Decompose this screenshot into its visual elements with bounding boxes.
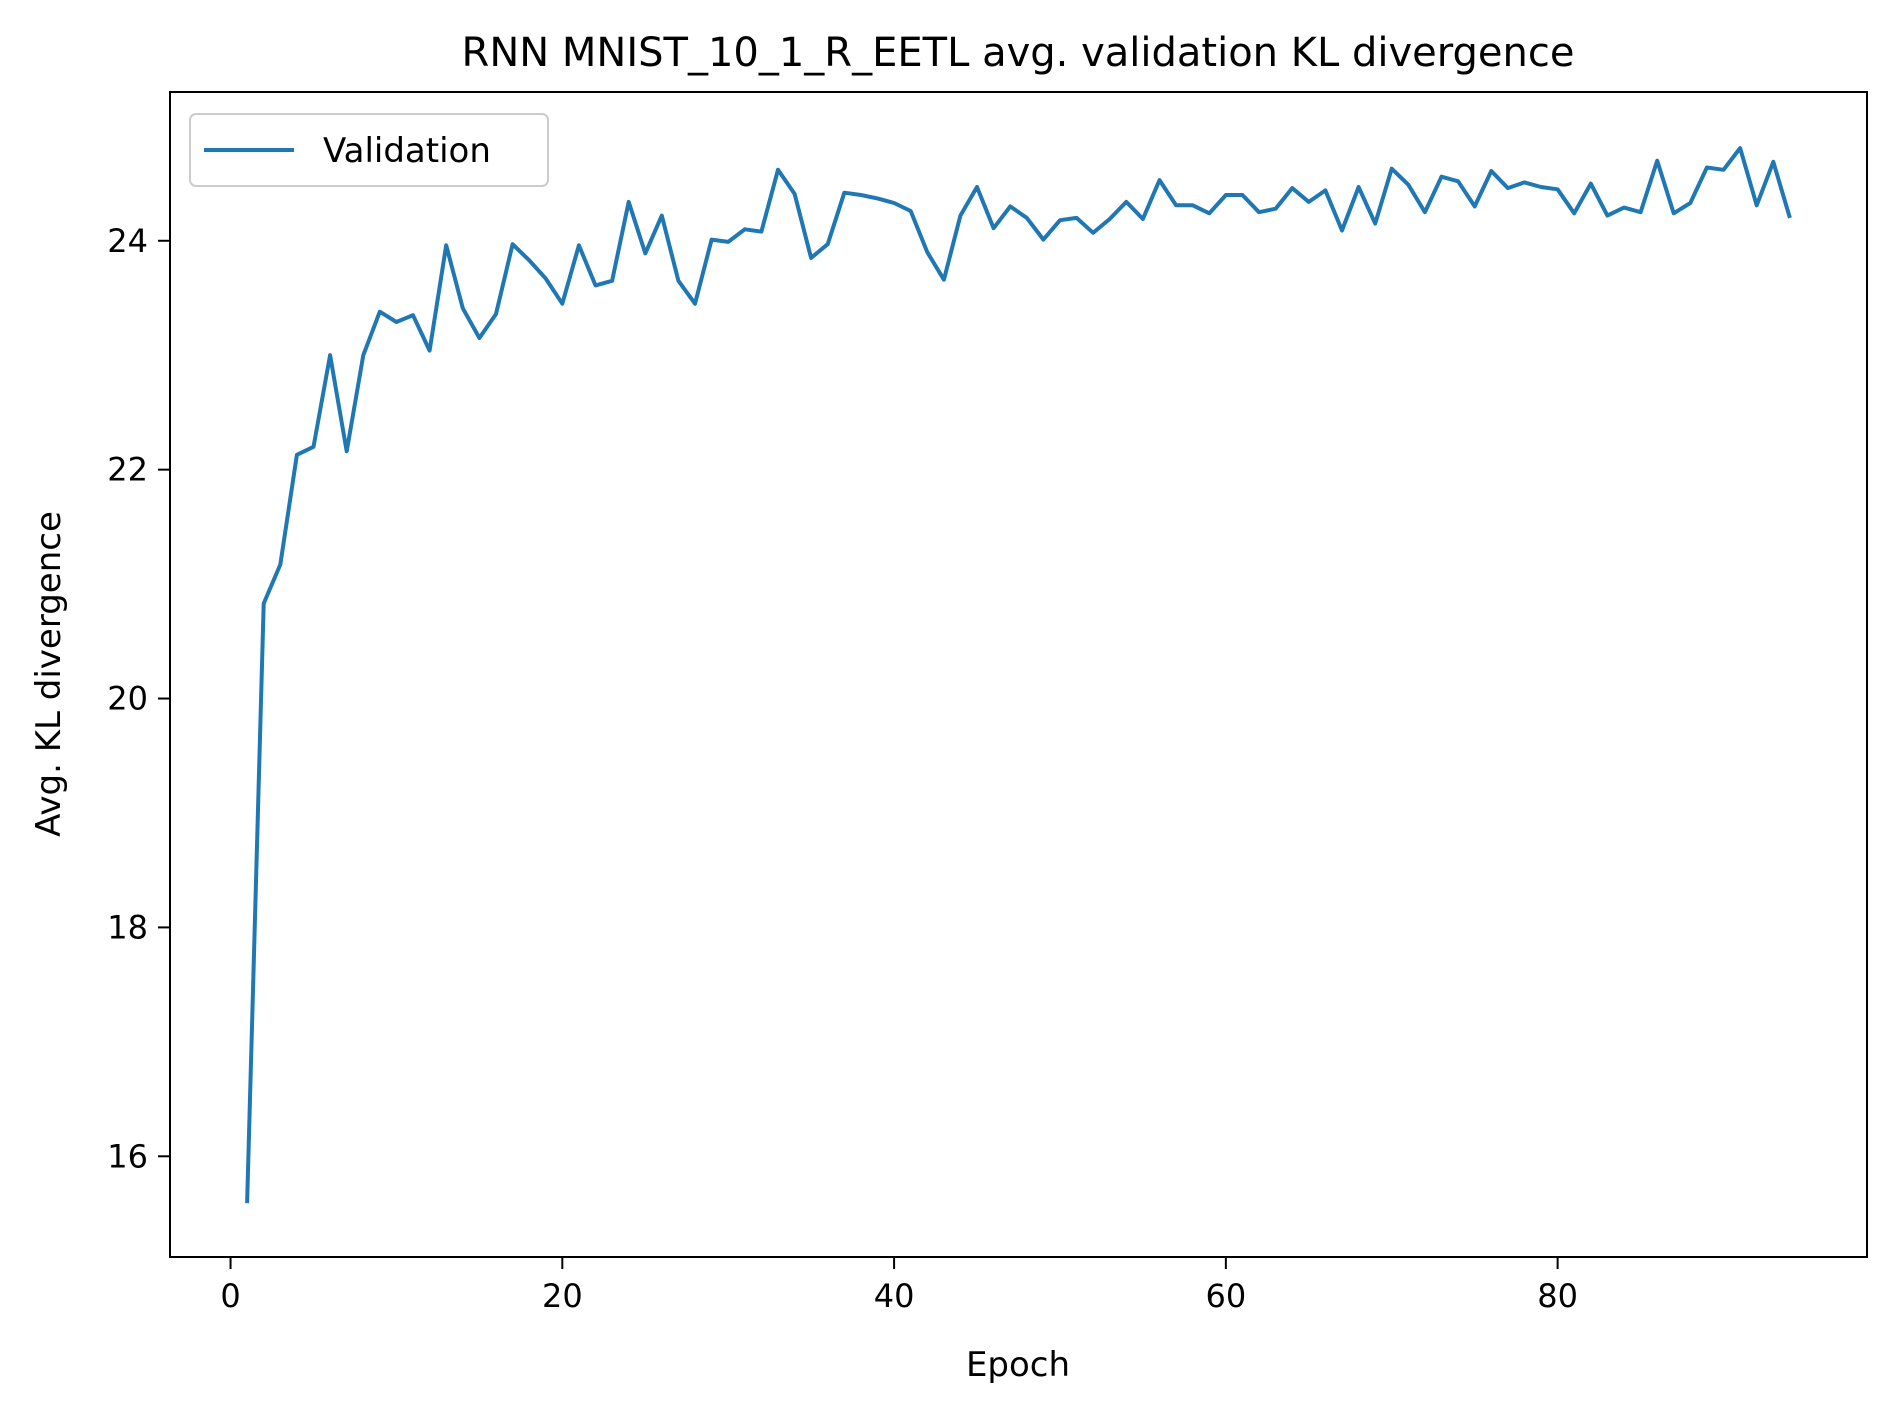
y-tick-label: 16 bbox=[107, 1137, 148, 1175]
x-axis-label: Epoch bbox=[966, 1345, 1070, 1385]
y-tick-label: 22 bbox=[107, 451, 148, 489]
y-tick-label: 20 bbox=[107, 680, 148, 718]
x-tick-label: 0 bbox=[220, 1277, 240, 1315]
y-tick-label: 18 bbox=[107, 908, 148, 946]
plot-area: 0 20 40 60 80 16 18 20 22 24 bbox=[107, 91, 1868, 1315]
y-axis-ticks: 16 18 20 22 24 bbox=[107, 222, 170, 1175]
series-line-validation bbox=[245, 146, 1792, 1204]
series-layer bbox=[245, 146, 1792, 1204]
x-tick-label: 80 bbox=[1537, 1277, 1578, 1315]
legend: Validation bbox=[189, 113, 549, 187]
x-tick-label: 40 bbox=[874, 1277, 915, 1315]
x-axis-ticks: 0 20 40 60 80 bbox=[220, 1257, 1578, 1315]
x-tick-label: 20 bbox=[542, 1277, 583, 1315]
legend-box bbox=[189, 113, 549, 187]
y-tick-label: 24 bbox=[107, 222, 148, 260]
y-axis-label: Avg. KL divergence bbox=[29, 511, 69, 837]
legend-label-validation: Validation bbox=[323, 131, 491, 171]
chart-title: RNN MNIST_10_1_R_EETL avg. validation KL… bbox=[462, 30, 1575, 76]
axes-frame bbox=[169, 91, 1868, 1258]
x-tick-label: 60 bbox=[1205, 1277, 1246, 1315]
